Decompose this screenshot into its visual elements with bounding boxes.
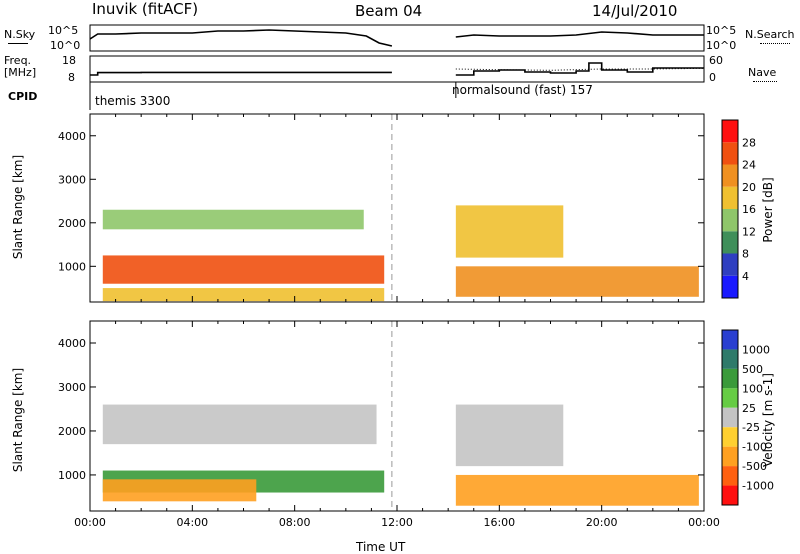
velocity-colorbar-segment-2 (722, 368, 738, 389)
freq-tick-bottom: 8 (68, 71, 75, 84)
nsearch-label: N.Search (745, 28, 795, 41)
velocity-range-tick-label-1: 2000 (58, 425, 86, 438)
nave-tick-top: 60 (709, 54, 723, 67)
power-colorbar-tick-1: 8 (742, 248, 749, 261)
velocity-colorbar-tick-6: -500 (742, 460, 767, 473)
power-colorbar-segment-2 (722, 231, 738, 254)
power-colorbar-tick-2: 12 (742, 225, 756, 238)
nsky-label: N.Sky (4, 28, 36, 41)
power-range-tick-label-1: 2000 (58, 217, 86, 230)
time-tick-label-5: 20:00 (586, 516, 618, 529)
nave-legend-line (753, 81, 777, 82)
power-range-tick-label-2: 3000 (58, 173, 86, 186)
velocity-range-axis-title: Slant Range [km] (11, 367, 25, 473)
velocity-colorbar-segment-6 (722, 446, 738, 467)
power-heatmap (89, 113, 705, 303)
velocity-scatter-band-2 (102, 479, 257, 502)
power-range-tick-label-0: 1000 (58, 260, 86, 273)
nsky-series-line (89, 29, 704, 47)
velocity-colorbar-tick-7: -1000 (742, 480, 774, 493)
power-colorbar-segment-0 (722, 275, 738, 298)
velocity-range-tick-label-0: 1000 (58, 469, 86, 482)
velocity-range-tick-label-2: 3000 (58, 381, 86, 394)
velocity-scatter-band-0 (102, 404, 377, 445)
power-colorbar-frame (721, 119, 739, 299)
nsky-legend-line (8, 43, 28, 44)
freq-label: Freq. (4, 54, 32, 67)
time-tick-label-3: 12:00 (381, 516, 413, 529)
time-axis-title: Time UT (356, 540, 406, 554)
power-range-tick-label-3: 4000 (58, 130, 86, 143)
velocity-scatter-band-3 (455, 404, 564, 467)
velocity-colorbar-segment-8 (722, 485, 738, 505)
power-colorbar-segment-6 (722, 142, 738, 165)
velocity-colorbar-tick-3: 25 (742, 402, 756, 415)
power-scatter-band-0 (102, 209, 364, 230)
power-colorbar-tick-5: 24 (742, 159, 756, 172)
power-scatter-band-3 (455, 205, 564, 258)
power-colorbar-tick-3: 16 (742, 203, 756, 216)
cpid-program-1: themis 3300 (95, 94, 171, 108)
velocity-colorbar-segment-3 (722, 388, 738, 408)
power-colorbar-title: Power [dB] (761, 177, 775, 243)
velocity-colorbar-tick-1: 500 (742, 363, 763, 376)
power-colorbar-segment-1 (722, 253, 738, 276)
power-range-axis-title: Slant Range [km] (11, 154, 25, 260)
noise-panel-frame (89, 24, 705, 52)
power-scatter-band-2 (102, 288, 385, 302)
time-tick-label-6: 00:00 (688, 516, 720, 529)
velocity-colorbar-frame (721, 329, 739, 506)
velocity-colorbar-title: Velocity [m s-1] (761, 373, 775, 467)
power-colorbar-segment-7 (722, 120, 738, 143)
beam-title: Beam 04 (355, 2, 423, 20)
frequency-panel-frame (89, 55, 705, 83)
velocity-heatmap (89, 320, 705, 512)
velocity-colorbar-segment-1 (722, 349, 738, 369)
velocity-colorbar-tick-2: 100 (742, 382, 763, 395)
power-scatter-band-4 (455, 266, 699, 297)
velocity-colorbar-tick-4: -25 (742, 421, 760, 434)
nave-tick-bottom: 0 (709, 71, 716, 84)
velocity-scatter-band-4 (455, 474, 699, 506)
power-colorbar-tick-4: 20 (742, 181, 756, 194)
noise-left-tick-top: 10^5 (48, 24, 79, 37)
station-title: Inuvik (fitACF) (92, 0, 199, 18)
power-colorbar-segment-4 (722, 186, 738, 209)
velocity-colorbar-segment-7 (722, 466, 738, 486)
time-tick-label-1: 04:00 (176, 516, 208, 529)
frequency-series-line (90, 62, 704, 76)
power-colorbar-segment-5 (722, 164, 738, 187)
time-tick-label-2: 08:00 (279, 516, 311, 529)
cpid-label: CPID (8, 90, 38, 103)
velocity-colorbar-segment-4 (722, 407, 738, 428)
noise-right-tick-top: 10^5 (706, 24, 737, 37)
power-colorbar-segment-3 (722, 209, 738, 232)
velocity-colorbar-segment-5 (722, 427, 738, 447)
time-tick-label-0: 00:00 (74, 516, 106, 529)
nave-label: Nave (748, 66, 777, 79)
velocity-range-tick-label-3: 4000 (58, 337, 86, 350)
nsearch-legend-line (760, 43, 790, 44)
power-scatter-band-1 (102, 255, 385, 284)
freq-unit-label: [MHz] (4, 66, 37, 79)
freq-tick-top: 18 (62, 54, 76, 67)
velocity-colorbar-tick-5: -100 (742, 441, 767, 454)
power-colorbar-tick-6: 28 (742, 136, 756, 149)
cpid-program-2: normalsound (fast) 157 (452, 83, 593, 97)
velocity-colorbar-tick-0: 1000 (742, 343, 770, 356)
date-title: 14/Jul/2010 (592, 2, 678, 20)
velocity-colorbar-segment-0 (722, 330, 738, 350)
noise-left-tick-bottom: 10^0 (50, 39, 81, 52)
time-tick-label-4: 16:00 (483, 516, 515, 529)
nave-series-line (455, 67, 705, 71)
power-colorbar-tick-0: 4 (742, 270, 749, 283)
noise-right-tick-bottom: 10^0 (706, 39, 737, 52)
